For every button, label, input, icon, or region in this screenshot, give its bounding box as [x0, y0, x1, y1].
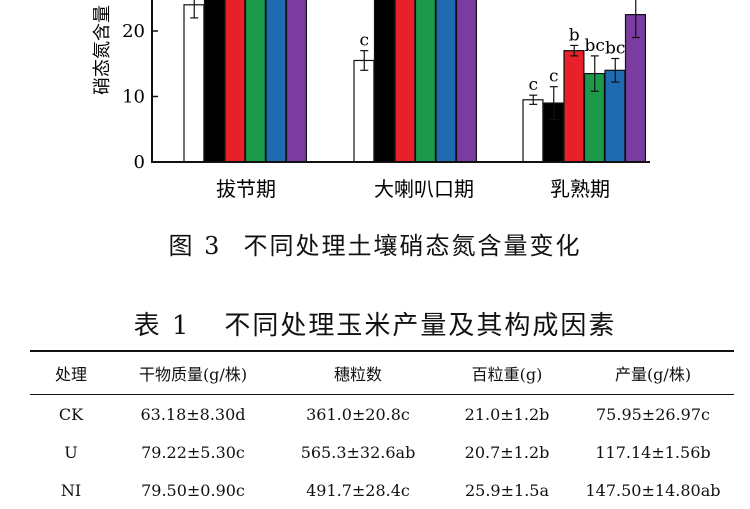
- table-row: U 79.22±5.30c 565.3±32.6ab 20.7±1.2b 117…: [30, 433, 734, 471]
- table-row: CK 63.18±8.30d 361.0±20.8c 21.0±1.2b 75.…: [30, 395, 734, 434]
- header-yield: 产量(g/株): [572, 350, 734, 395]
- bar-1-5: [455, 0, 477, 163]
- table-header-row: 处理 干物质量(g/株) 穗粒数 百粒重(g) 产量(g/株): [30, 350, 734, 395]
- significance-label-2-0: c: [528, 75, 538, 95]
- bar-1-1: [373, 0, 395, 163]
- bar-2-4: [604, 69, 626, 163]
- table-cell: CK: [58, 404, 84, 424]
- figure-caption: 图 3 不同处理土壤硝态氮含量变化: [0, 226, 750, 261]
- table-cell: 361.0±20.8c: [306, 404, 410, 424]
- bar-0-1: [203, 0, 225, 163]
- header-hundred-kernel-weight: 百粒重(g): [442, 350, 572, 395]
- header-dry-matter: 干物质量(g/株): [112, 350, 274, 395]
- table-cell: 147.50±14.80ab: [585, 480, 721, 500]
- table-number: 表 1: [133, 311, 191, 341]
- table-cell: 20.7±1.2b: [464, 442, 550, 462]
- bar-0-5: [285, 0, 307, 163]
- bar-2-0: [522, 99, 544, 163]
- bar-0-2: [224, 0, 246, 163]
- bar-0-0: [183, 4, 205, 163]
- table-cell: 63.18±8.30d: [140, 404, 246, 424]
- y-axis-label: 硝态氮含量: [92, 5, 113, 95]
- table-cell: U: [64, 442, 78, 462]
- significance-label-2-1: c: [549, 67, 559, 87]
- category-label-1: 大喇叭口期: [374, 177, 474, 201]
- figure-caption-text: 不同处理土壤硝态氮含量变化: [243, 232, 582, 260]
- yield-table: 处理 干物质量(g/株) 穗粒数 百粒重(g) 产量(g/株) CK 63.18…: [30, 350, 734, 509]
- y-tick-label-2: 20: [122, 21, 145, 42]
- table-cell: 21.0±1.2b: [464, 404, 550, 424]
- bar-0-3: [244, 0, 266, 163]
- bar-1-0: [353, 59, 375, 163]
- y-tick-label-1: 10: [122, 87, 145, 108]
- table-cell: 75.95±26.97c: [596, 404, 710, 424]
- table-cell: 491.7±28.4c: [306, 480, 410, 500]
- header-treatment: 处理: [30, 350, 112, 395]
- bar-2-2: [563, 50, 585, 163]
- category-label-2: 乳熟期: [550, 177, 610, 201]
- table-cell: 79.50±0.90c: [141, 480, 245, 500]
- table-cell: 565.3±32.6ab: [300, 442, 416, 462]
- significance-label-2-2: b: [569, 25, 580, 45]
- y-tick-label-0: 0: [134, 152, 145, 173]
- significance-label-1-0: c: [359, 31, 369, 51]
- bar-1-4: [435, 0, 457, 163]
- figure-number: 图 3: [168, 232, 222, 260]
- y-ticks: 0 10 20: [122, 21, 158, 173]
- bar-1-2: [394, 0, 416, 163]
- table-cell: 117.14±1.56b: [595, 442, 711, 462]
- table-row: NI 79.50±0.90c 491.7±28.4c 25.9±1.5a 147…: [30, 471, 734, 509]
- header-kernels-per-ear: 穗粒数: [274, 350, 442, 395]
- table-cell: NI: [60, 480, 82, 500]
- bar-0-4: [265, 0, 287, 163]
- significance-label-2-4: bc: [605, 39, 625, 59]
- table-title: 表 1 不同处理玉米产量及其构成因素: [0, 305, 750, 342]
- table-cell: 25.9±1.5a: [464, 480, 549, 500]
- significance-label-2-3: bc: [585, 36, 605, 56]
- table-cell: 79.22±5.30c: [141, 442, 245, 462]
- category-label-0: 拔节期: [216, 177, 276, 201]
- bar-1-3: [414, 0, 436, 163]
- table-title-text: 不同处理玉米产量及其构成因素: [224, 311, 617, 341]
